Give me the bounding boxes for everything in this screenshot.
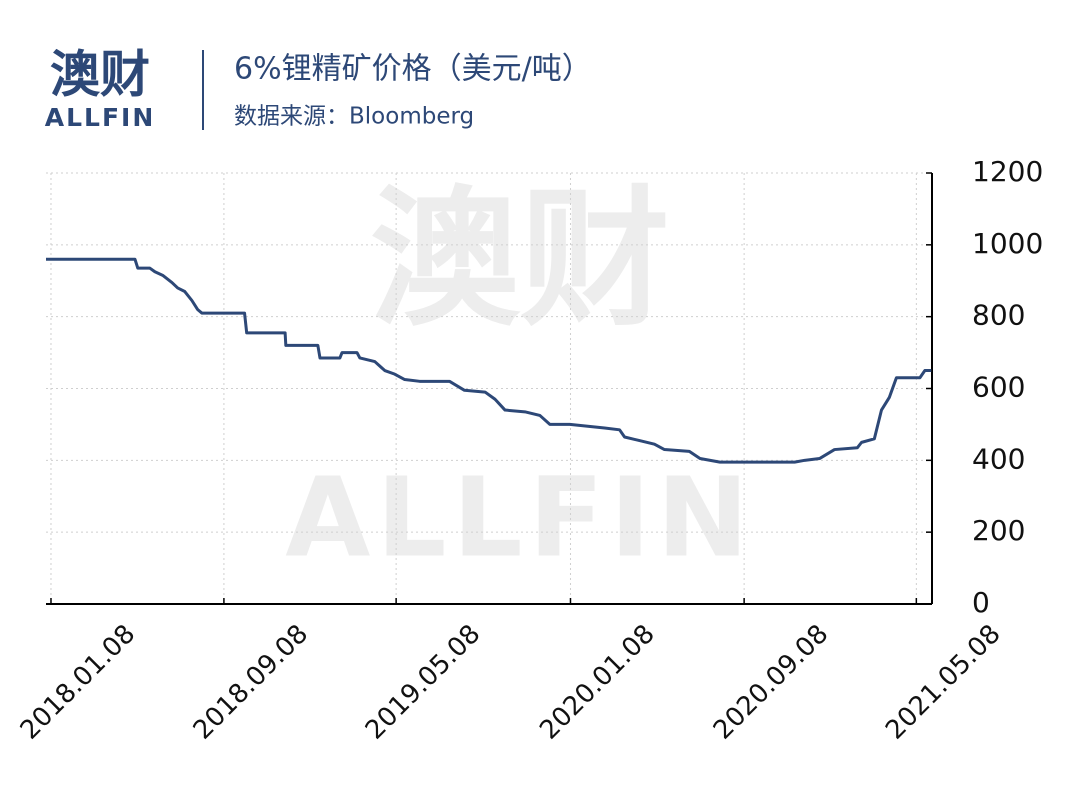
y-tick-label: 0 [972, 586, 990, 619]
y-tick-label: 1000 [972, 227, 1043, 260]
watermark-name: 澳财 [370, 173, 670, 347]
x-tick-label: 2018.01.08 [15, 619, 141, 745]
x-tick-label: 2020.01.08 [534, 619, 660, 745]
logo-latin: ALLFIN [45, 103, 156, 132]
chart-title: 6%锂精矿价格（美元/吨） [234, 52, 592, 87]
y-tick-label: 1200 [972, 155, 1043, 188]
chart-subtitle: 数据来源：Bloomberg [234, 104, 474, 130]
price-line [46, 257, 932, 464]
y-tick-label: 400 [972, 442, 1025, 475]
y-tick-label: 800 [972, 299, 1025, 332]
y-tick-label: 600 [972, 371, 1025, 404]
y-tick-label: 200 [972, 514, 1025, 547]
x-tick-label: 2021.05.08 [880, 619, 1006, 745]
logo-name: 澳财 [50, 46, 150, 104]
watermark-latin: ALLFIN [285, 453, 754, 581]
x-tick-label: 2020.09.08 [708, 619, 834, 745]
x-tick-label: 2019.05.08 [360, 619, 486, 745]
x-tick-label: 2018.09.08 [188, 619, 314, 745]
